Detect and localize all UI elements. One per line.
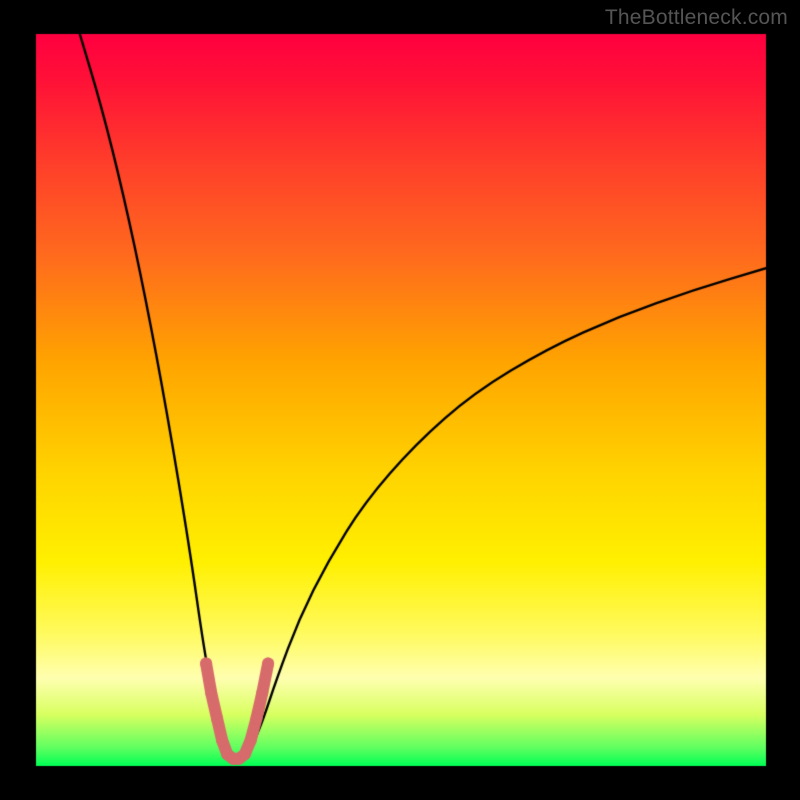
bottleneck-curve-chart bbox=[0, 0, 800, 800]
watermark-text: TheBottleneck.com bbox=[605, 6, 788, 30]
